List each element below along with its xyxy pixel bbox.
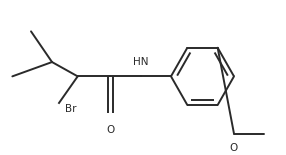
Text: O: O — [230, 143, 238, 153]
Text: HN: HN — [133, 57, 148, 67]
Text: Br: Br — [65, 104, 76, 114]
Text: O: O — [106, 124, 114, 135]
